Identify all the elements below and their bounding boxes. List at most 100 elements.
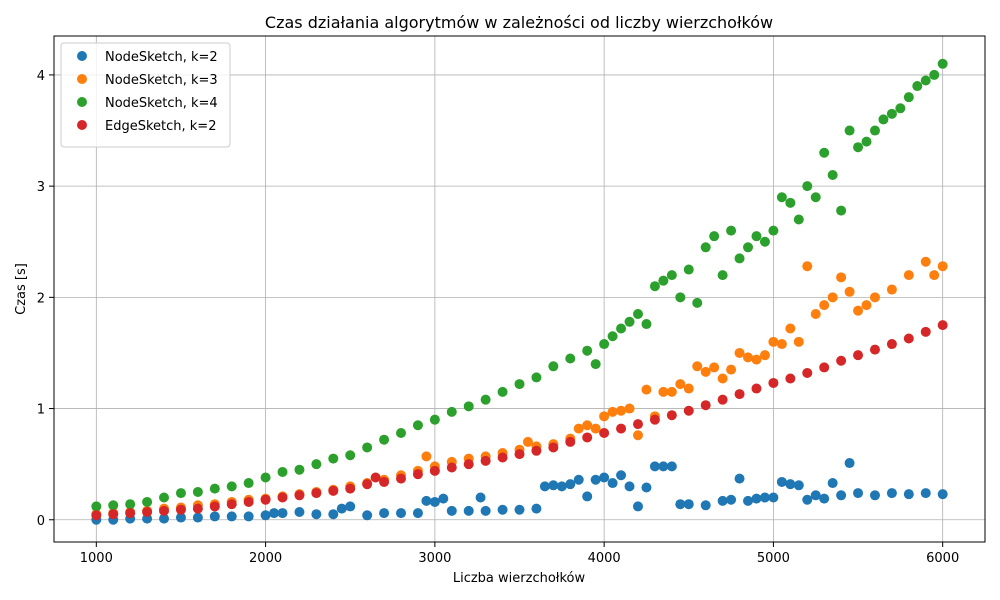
- data-point: [91, 510, 102, 521]
- data-point: [649, 281, 660, 292]
- data-point: [175, 504, 186, 515]
- data-point: [666, 270, 677, 281]
- data-point: [709, 231, 720, 242]
- data-point: [192, 503, 203, 514]
- data-point: [159, 492, 170, 503]
- data-point: [768, 336, 779, 347]
- data-point: [277, 466, 288, 477]
- data-point: [480, 455, 491, 466]
- data-point: [379, 476, 390, 487]
- data-point: [142, 506, 153, 517]
- data-point: [311, 488, 322, 499]
- data-point: [463, 459, 474, 470]
- y-tick-label: 3: [37, 180, 45, 195]
- data-point: [269, 508, 280, 519]
- data-point: [768, 492, 779, 503]
- data-point: [108, 500, 119, 511]
- data-point: [311, 509, 322, 520]
- data-point: [429, 465, 440, 476]
- data-point: [785, 373, 796, 384]
- data-point: [751, 231, 762, 242]
- data-point: [785, 479, 796, 490]
- data-point: [683, 499, 694, 510]
- data-point: [590, 359, 601, 370]
- data-point: [463, 505, 474, 516]
- data-point: [810, 192, 821, 203]
- y-tick-label: 4: [37, 69, 45, 84]
- data-point: [192, 512, 203, 523]
- data-point: [743, 495, 754, 506]
- data-point: [726, 494, 737, 505]
- data-point: [243, 511, 254, 522]
- data-point: [573, 423, 584, 434]
- data-point: [209, 511, 220, 522]
- data-point: [869, 490, 880, 501]
- data-point: [895, 103, 906, 114]
- y-axis-label: Czas [s]: [14, 263, 29, 315]
- data-point: [717, 270, 728, 281]
- data-point: [277, 492, 288, 503]
- data-point: [836, 490, 847, 501]
- data-point: [751, 354, 762, 365]
- data-point: [793, 480, 804, 491]
- data-point: [328, 453, 339, 464]
- data-point: [844, 458, 855, 469]
- legend-marker: [77, 120, 87, 130]
- data-point: [903, 270, 914, 281]
- legend-box: [60, 42, 231, 148]
- data-point: [692, 297, 703, 308]
- data-point: [861, 300, 872, 311]
- series-2-points: [91, 58, 948, 512]
- data-point: [475, 492, 486, 503]
- data-point: [548, 442, 559, 453]
- data-point: [175, 488, 186, 499]
- data-point: [709, 362, 720, 373]
- data-point: [929, 69, 940, 80]
- data-point: [599, 411, 610, 422]
- chart-title: Czas działania algorytmów w zależności o…: [265, 13, 773, 32]
- data-point: [345, 450, 356, 461]
- data-point: [497, 386, 508, 397]
- data-point: [675, 379, 686, 390]
- data-point: [370, 472, 381, 483]
- data-point: [743, 352, 754, 363]
- data-point: [785, 197, 796, 208]
- data-point: [159, 513, 170, 524]
- legend-marker: [77, 51, 87, 61]
- data-point: [776, 476, 787, 487]
- data-point: [531, 503, 542, 514]
- data-point: [446, 505, 457, 516]
- data-point: [192, 486, 203, 497]
- data-point: [412, 508, 423, 519]
- data-point: [599, 339, 610, 350]
- x-tick-label: 4000: [588, 551, 621, 566]
- data-point: [802, 181, 813, 192]
- data-point: [396, 508, 407, 519]
- data-point: [565, 353, 576, 364]
- data-point: [836, 272, 847, 283]
- data-point: [768, 377, 779, 388]
- data-point: [396, 428, 407, 439]
- data-point: [700, 400, 711, 411]
- data-point: [632, 430, 643, 441]
- data-point: [666, 461, 677, 472]
- x-tick-label: 2000: [249, 551, 282, 566]
- data-point: [920, 256, 931, 267]
- data-point: [853, 142, 864, 153]
- data-point: [336, 503, 347, 514]
- legend-label: EdgeSketch, k=2: [105, 119, 216, 134]
- data-point: [700, 500, 711, 511]
- data-point: [226, 511, 237, 522]
- x-tick-label: 3000: [418, 551, 451, 566]
- data-point: [869, 125, 880, 136]
- data-point: [209, 501, 220, 512]
- data-point: [649, 461, 660, 472]
- data-point: [675, 499, 686, 510]
- data-point: [768, 225, 779, 236]
- data-point: [396, 473, 407, 484]
- x-axis-label: Liczba wierzchołków: [453, 571, 586, 586]
- data-point: [751, 383, 762, 394]
- data-point: [632, 309, 643, 320]
- data-point: [531, 445, 542, 456]
- data-point: [658, 275, 669, 286]
